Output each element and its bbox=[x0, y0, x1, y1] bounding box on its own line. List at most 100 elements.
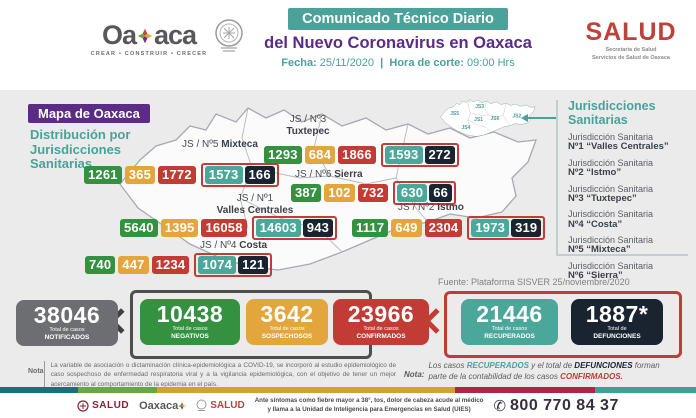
salud-logo: SALUD Secretaría de Salud Servicios de S… bbox=[572, 20, 690, 62]
stat-negativos: 740 bbox=[85, 256, 116, 274]
corte-value: 09:00 Hrs bbox=[467, 57, 515, 69]
jurisdiction-label-mixteca: JS / Nº5 Mixteca bbox=[182, 139, 258, 150]
stat-defunciones: 943 bbox=[302, 219, 334, 237]
stat-defunciones: 272 bbox=[424, 146, 455, 164]
sidebar-item-mixteca: Jurisdicción Sanitaria Nº5 “Mixteca” bbox=[568, 235, 654, 256]
jurisdiction-stats-istmo: 1117 649 2304 1973 319 bbox=[352, 216, 546, 240]
stat-sospechosos: 684 bbox=[304, 146, 336, 164]
dateline: Fecha: 25/11/2020 | Hora de corte: 09:00… bbox=[248, 57, 548, 69]
title-block: Comunicado Técnico Diario del Nuevo Coro… bbox=[248, 8, 548, 69]
sidebar-item-costa: Jurisdicción Sanitaria Nº4 “Costa” bbox=[568, 209, 654, 230]
sidebar-item-sierra: Jurisdicción Sanitaria Nº6 “Sierra” bbox=[568, 260, 654, 282]
state-seal-small-icon bbox=[196, 399, 207, 411]
pinwheel-icon bbox=[137, 28, 153, 43]
salud-subtitle-2: Servicios de Salud de Oaxaca bbox=[592, 54, 670, 61]
state-seal-icon bbox=[215, 19, 243, 52]
title-badge: Comunicado Técnico Diario bbox=[288, 8, 508, 30]
jurisdictions-minimap: JS5 JS3 JS1 JS6 JS2 JS4 bbox=[440, 99, 536, 137]
stat-defunciones: 121 bbox=[238, 256, 269, 274]
card-negativos: 10438 Total de casos NEGATIVOS bbox=[140, 299, 240, 345]
minimap-label-js5: JS5 bbox=[450, 111, 459, 117]
minimap-label-js1: JS1 bbox=[474, 117, 483, 123]
corte-label: Hora de corte: bbox=[389, 57, 464, 69]
jurisdiction-label-istmo: JS / Nº2 Istmo bbox=[398, 202, 464, 213]
fecha-value: 25/11/2020 bbox=[319, 57, 375, 69]
sidebar-title: Jurisdicciones Sanitarias bbox=[568, 99, 656, 127]
footer: SALUD Oaxaca SALUD Ante síntomas como fi… bbox=[0, 393, 696, 418]
note-right: Nota: Los casos RECUPERADOS y el total d… bbox=[404, 361, 666, 383]
jurisdiction-stats-mixteca: 1261 365 1772 1573 166 bbox=[84, 163, 279, 187]
oaxaca-logo-text-right: aca bbox=[153, 20, 197, 50]
jurisdiction-label-costa: JS / Nº4 Costa bbox=[200, 240, 268, 251]
oaxaca-logo: Oa aca CREAR • CONSTRUIR • CRECER bbox=[84, 22, 214, 58]
oaxaca-footer-logo: Oaxaca bbox=[139, 400, 186, 412]
jurisdictions-sidebar: Jurisdicciones Sanitarias Jurisdicción S… bbox=[556, 99, 688, 281]
map-badge: Mapa de Oaxaca bbox=[28, 104, 150, 123]
jurisdiction-stats-tuxtepec: 1293 684 1866 1593 272 bbox=[264, 143, 459, 167]
salud-federal-logo: SALUD bbox=[77, 399, 129, 412]
stat-recuperados: 1973 bbox=[471, 219, 510, 237]
page-title: del Nuevo Coronavirus en Oaxaca bbox=[264, 34, 532, 52]
note-left-text: La variable de asociación o dictaminació… bbox=[43, 361, 396, 389]
stat-negativos: 387 bbox=[291, 184, 322, 202]
stat-recuperados: 1573 bbox=[204, 166, 243, 184]
minimap-connector-arrow bbox=[521, 114, 528, 122]
stat-group-outline: 14603 943 bbox=[251, 216, 338, 240]
stat-negativos: 1293 bbox=[264, 146, 302, 164]
stat-sospechosos: 649 bbox=[391, 219, 422, 237]
phone-icon: ✆ bbox=[493, 397, 507, 415]
stat-confirmados: 1234 bbox=[151, 256, 190, 274]
dateline-separator: | bbox=[380, 57, 384, 69]
jurisdiction-stats-sierra: 387 102 732 630 66 bbox=[291, 181, 457, 205]
stat-group-outline: 1973 319 bbox=[467, 216, 546, 240]
group-box-confirmados-breakdown bbox=[444, 291, 682, 358]
pinwheel-small-icon bbox=[178, 401, 186, 410]
stat-confirmados: 2304 bbox=[424, 219, 463, 237]
sidebar-item-istmo: Jurisdicción Sanitaria Nº2 “Istmo” bbox=[568, 157, 654, 179]
salud-subtitle: Secretaría de Salud Servicios de Salud d… bbox=[572, 47, 690, 62]
card-sospechosos: 3642 Total de casos SOSPECHOSOS bbox=[246, 299, 328, 345]
gov-seal-icon bbox=[77, 399, 89, 412]
minimap-connector-line bbox=[528, 117, 558, 119]
stat-confirmados: 16058 bbox=[201, 219, 247, 237]
note-right-label: Nota: bbox=[404, 370, 425, 379]
stat-sospechosos: 447 bbox=[118, 256, 149, 274]
salud-oaxaca-footer-logo: SALUD bbox=[196, 399, 245, 412]
stat-sospechosos: 365 bbox=[124, 166, 156, 184]
source-caption: Fuente: Plataforma SISVER 25/noviembre/2… bbox=[438, 277, 630, 287]
stat-defunciones: 66 bbox=[429, 184, 453, 202]
map-subtitle: Distribución por Jurisdicciones Sanitari… bbox=[30, 127, 131, 172]
minimap-label-js6: JS6 bbox=[491, 116, 500, 122]
note-left-label: Nota bbox=[28, 368, 44, 375]
jurisdiction-label-sierra: JS / Nº6 Sierra bbox=[295, 169, 363, 180]
footer-phone: ✆ 800 770 84 37 bbox=[493, 397, 618, 415]
minimap-label-js3: JS3 bbox=[475, 104, 484, 110]
map-subtitle-2: Jurisdicciones bbox=[30, 141, 122, 157]
salud-subtitle-1: Secretaría de Salud bbox=[605, 47, 657, 53]
stat-recuperados: 630 bbox=[396, 184, 428, 202]
jurisdiction-stats-valles-centrales: 5640 1395 16058 14603 943 bbox=[120, 216, 338, 240]
map-subtitle-1: Distribución por bbox=[30, 127, 131, 142]
color-strip bbox=[0, 387, 696, 393]
stat-defunciones: 166 bbox=[244, 166, 275, 184]
stat-confirmados: 1772 bbox=[158, 166, 196, 184]
minimap-label-js4: JS4 bbox=[461, 125, 470, 131]
minimap-label-js2: JS2 bbox=[512, 113, 521, 119]
stat-negativos: 1117 bbox=[352, 219, 389, 237]
stat-negativos: 5640 bbox=[120, 219, 158, 237]
card-recuperados: 21446 Total de casos RECUPERADOS bbox=[461, 299, 558, 345]
oaxaca-logo-text-left: Oa bbox=[101, 20, 137, 50]
jurisdiction-label-tuxtepec: JS / Nº3 Tuxtepec bbox=[286, 114, 330, 137]
oaxaca-logo-wordmark: Oa aca bbox=[84, 22, 214, 49]
stat-confirmados: 732 bbox=[357, 184, 388, 202]
fecha-label: Fecha: bbox=[281, 57, 317, 69]
note-left: Nota La variable de asociación o dictami… bbox=[28, 361, 396, 389]
stat-recuperados: 1074 bbox=[198, 256, 237, 274]
stat-defunciones: 319 bbox=[511, 219, 542, 237]
jurisdiction-label-valles-centrales: JS / Nº1 Valles Centrales bbox=[216, 193, 294, 216]
stat-sospechosos: 102 bbox=[324, 184, 355, 202]
stat-group-outline: 1593 272 bbox=[380, 143, 459, 167]
stat-recuperados: 1593 bbox=[384, 146, 423, 164]
sidebar-item-valles-centrales: Jurisdicción Sanitaria Nº1 “Valles Centr… bbox=[568, 132, 669, 153]
